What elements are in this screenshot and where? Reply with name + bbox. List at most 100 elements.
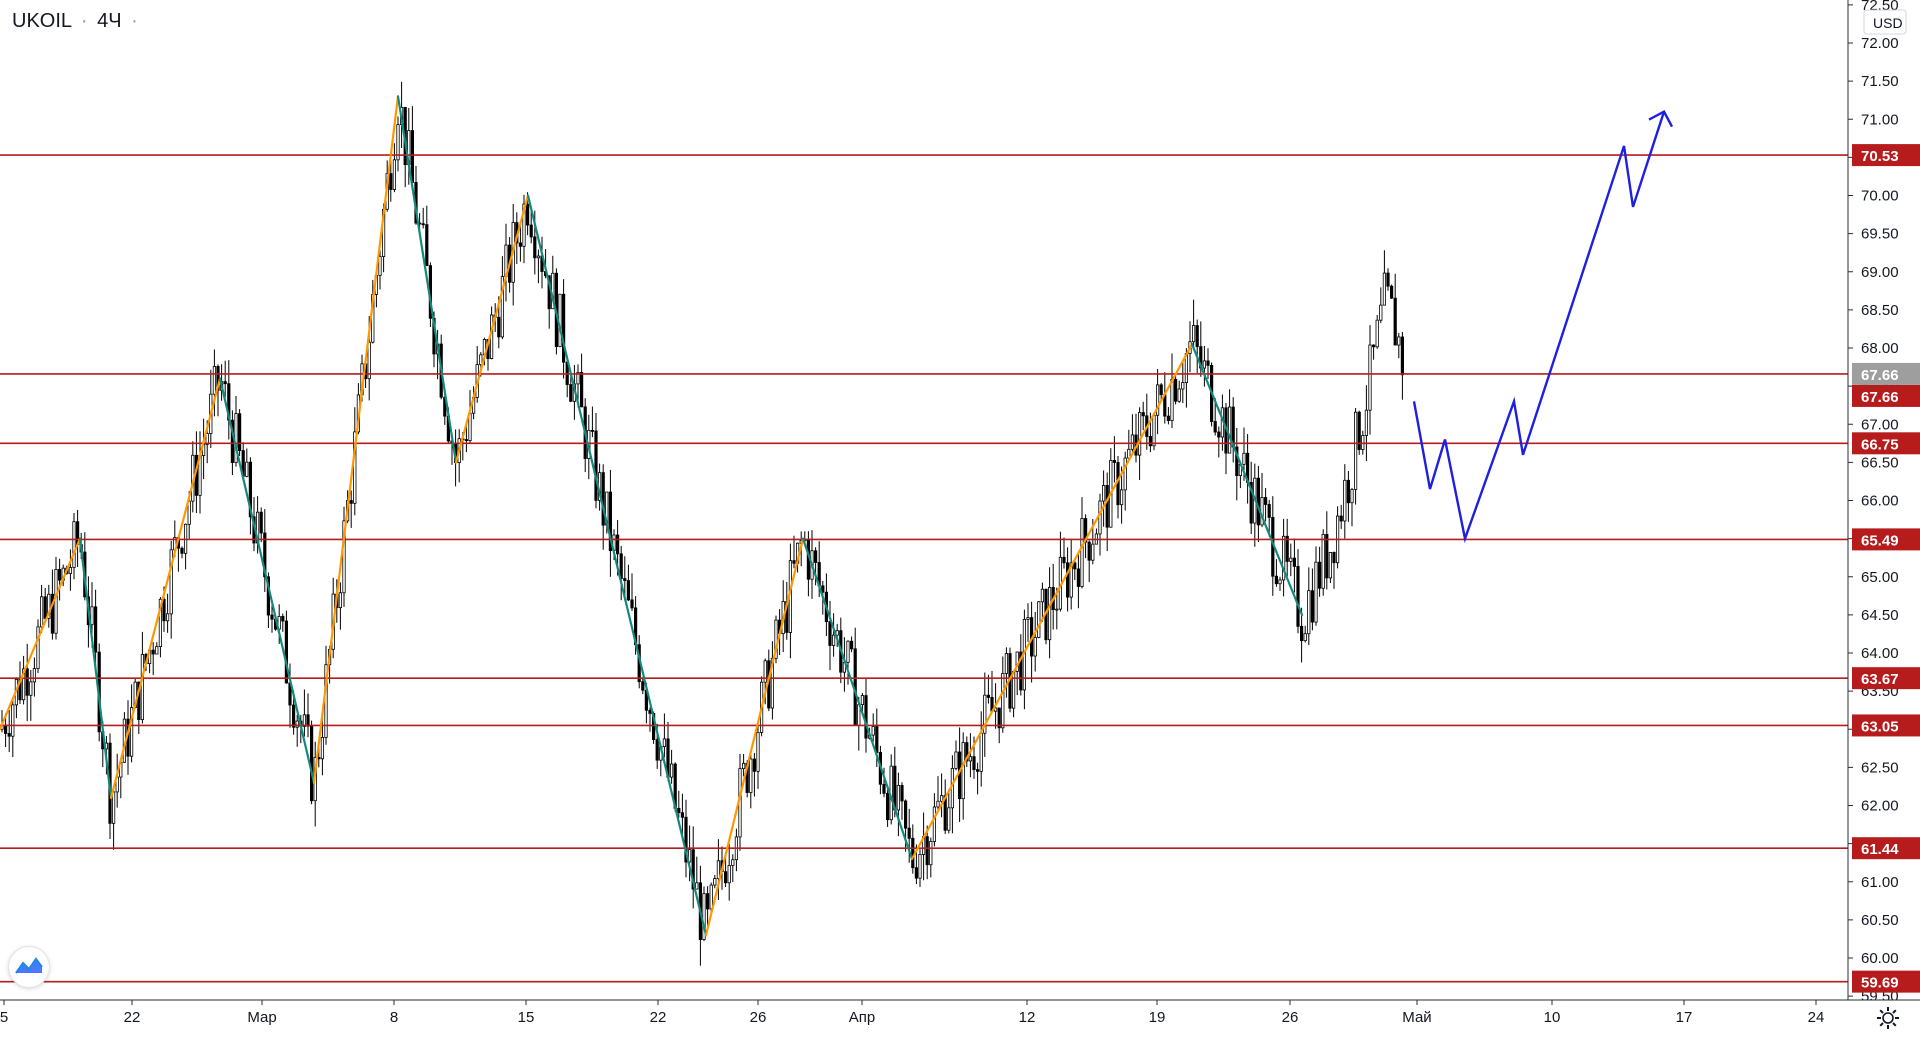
candle-body	[259, 511, 263, 534]
level-price-label-text: 63.67	[1861, 671, 1899, 688]
zigzag-up-segment[interactable]	[312, 95, 400, 784]
level-price-label[interactable]	[1852, 384, 1920, 407]
candle-body	[1112, 460, 1116, 463]
candle-body	[972, 756, 976, 771]
candle-body	[936, 800, 940, 808]
candle-body	[1130, 434, 1134, 450]
time-tick-label: 15	[518, 1009, 535, 1026]
zigzag-down-segment[interactable]	[1190, 343, 1304, 616]
candle-body	[626, 580, 631, 601]
candle-body	[112, 791, 116, 824]
zigzag-down-segment[interactable]	[801, 537, 914, 860]
candle-body	[691, 849, 695, 890]
level-price-label[interactable]	[1852, 667, 1920, 690]
candle-body	[187, 500, 191, 525]
zigzag-down-segment[interactable]	[78, 537, 113, 799]
zigzag-up-segment[interactable]	[910, 343, 1194, 860]
candle-body	[522, 203, 526, 247]
candle-body	[770, 657, 775, 709]
zigzag-up-segment[interactable]	[109, 377, 222, 799]
last-price-label[interactable]	[1852, 362, 1920, 385]
candle-body	[1372, 344, 1376, 348]
candle-body	[684, 816, 688, 863]
candle-body	[569, 384, 573, 402]
forecast-path[interactable]	[1412, 111, 1666, 544]
candle-body	[1314, 561, 1318, 623]
candle-body	[1318, 561, 1322, 589]
candle-body	[1256, 477, 1260, 526]
time-axis[interactable]: 5 22 Мар 8 15 22 26 Апр 12 19 26 Май 10 17 24	[0, 999, 1920, 1038]
candle-body	[886, 792, 890, 821]
tradingview-logo-icon[interactable]	[8, 946, 50, 988]
candle-body	[670, 763, 674, 778]
candle-body	[1292, 557, 1296, 567]
candle-body	[680, 812, 685, 818]
candle-body	[918, 854, 922, 879]
candle-body	[1174, 378, 1178, 402]
level-price-label-text: 59.69	[1861, 975, 1899, 992]
candle-body	[1141, 412, 1145, 417]
time-tick-label: 17	[1676, 1009, 1693, 1026]
candle-body	[1069, 562, 1073, 598]
candle-body	[367, 341, 371, 380]
candle-body	[529, 224, 533, 238]
candle-body	[1228, 406, 1232, 454]
price-axis[interactable]: 72.5072.0071.5071.0070.5070.0069.5069.00…	[1847, 0, 1920, 1005]
zigzag-up-segment[interactable]	[704, 537, 805, 937]
candle-body	[821, 585, 825, 593]
level-price-label[interactable]	[1852, 714, 1920, 737]
candle-body	[1037, 601, 1041, 638]
candle-body	[396, 124, 400, 161]
zigzag-down-segment[interactable]	[396, 95, 458, 464]
candle-body	[846, 640, 850, 663]
level-price-label[interactable]	[1852, 528, 1920, 551]
candle-body	[1062, 556, 1066, 564]
candle-body	[1274, 575, 1278, 585]
candle-body	[580, 372, 584, 408]
time-tick-label: 26	[750, 1009, 767, 1026]
price-tick-label: 70.00	[1861, 188, 1899, 205]
candle-body	[1098, 500, 1102, 535]
level-price-label[interactable]	[1852, 970, 1920, 993]
candle-body	[648, 709, 652, 714]
forecast-arrowhead	[1648, 110, 1674, 128]
price-tick-label: 62.00	[1861, 798, 1899, 815]
level-price-label[interactable]	[1852, 837, 1920, 860]
candles-layer	[0, 81, 1404, 966]
zigzag-down-segment[interactable]	[218, 377, 316, 784]
candle-body	[1195, 325, 1199, 348]
level-price-label[interactable]	[1852, 432, 1920, 455]
candle-body	[1382, 272, 1386, 306]
candle-body	[1033, 637, 1037, 657]
zigzag-up-segment[interactable]	[454, 194, 530, 464]
candle-body	[774, 619, 778, 659]
candle-body	[756, 732, 760, 772]
candle-body	[500, 276, 505, 338]
candle-body	[237, 413, 242, 452]
zigzag-up-segment[interactable]	[0, 537, 82, 731]
level-price-label[interactable]	[1852, 144, 1920, 167]
candle-body	[871, 726, 875, 736]
candle-body	[763, 660, 767, 683]
level-price-label-text: 70.53	[1861, 148, 1899, 165]
candle-body	[594, 430, 598, 501]
gear-icon[interactable]	[1873, 1003, 1903, 1033]
price-tick-label: 72.00	[1861, 35, 1899, 52]
symbol-legend[interactable]: UKOIL · 4Ч ·	[12, 10, 142, 33]
candle-body	[882, 783, 886, 794]
levels-layer	[0, 154, 1848, 983]
currency-badge[interactable]	[1863, 9, 1907, 35]
candle-body	[1019, 651, 1023, 691]
candle-body	[1026, 617, 1030, 620]
time-tick-label: 24	[1808, 1009, 1825, 1026]
candle-body	[1012, 671, 1016, 709]
candle-body	[1267, 504, 1271, 518]
candle-body	[1076, 568, 1080, 587]
candle-body	[1343, 479, 1347, 522]
price-tick-label: 69.00	[1861, 264, 1899, 281]
candle-body	[1084, 518, 1088, 543]
zigzag-down-segment[interactable]	[526, 194, 708, 937]
price-tick-label: 68.00	[1861, 340, 1899, 357]
